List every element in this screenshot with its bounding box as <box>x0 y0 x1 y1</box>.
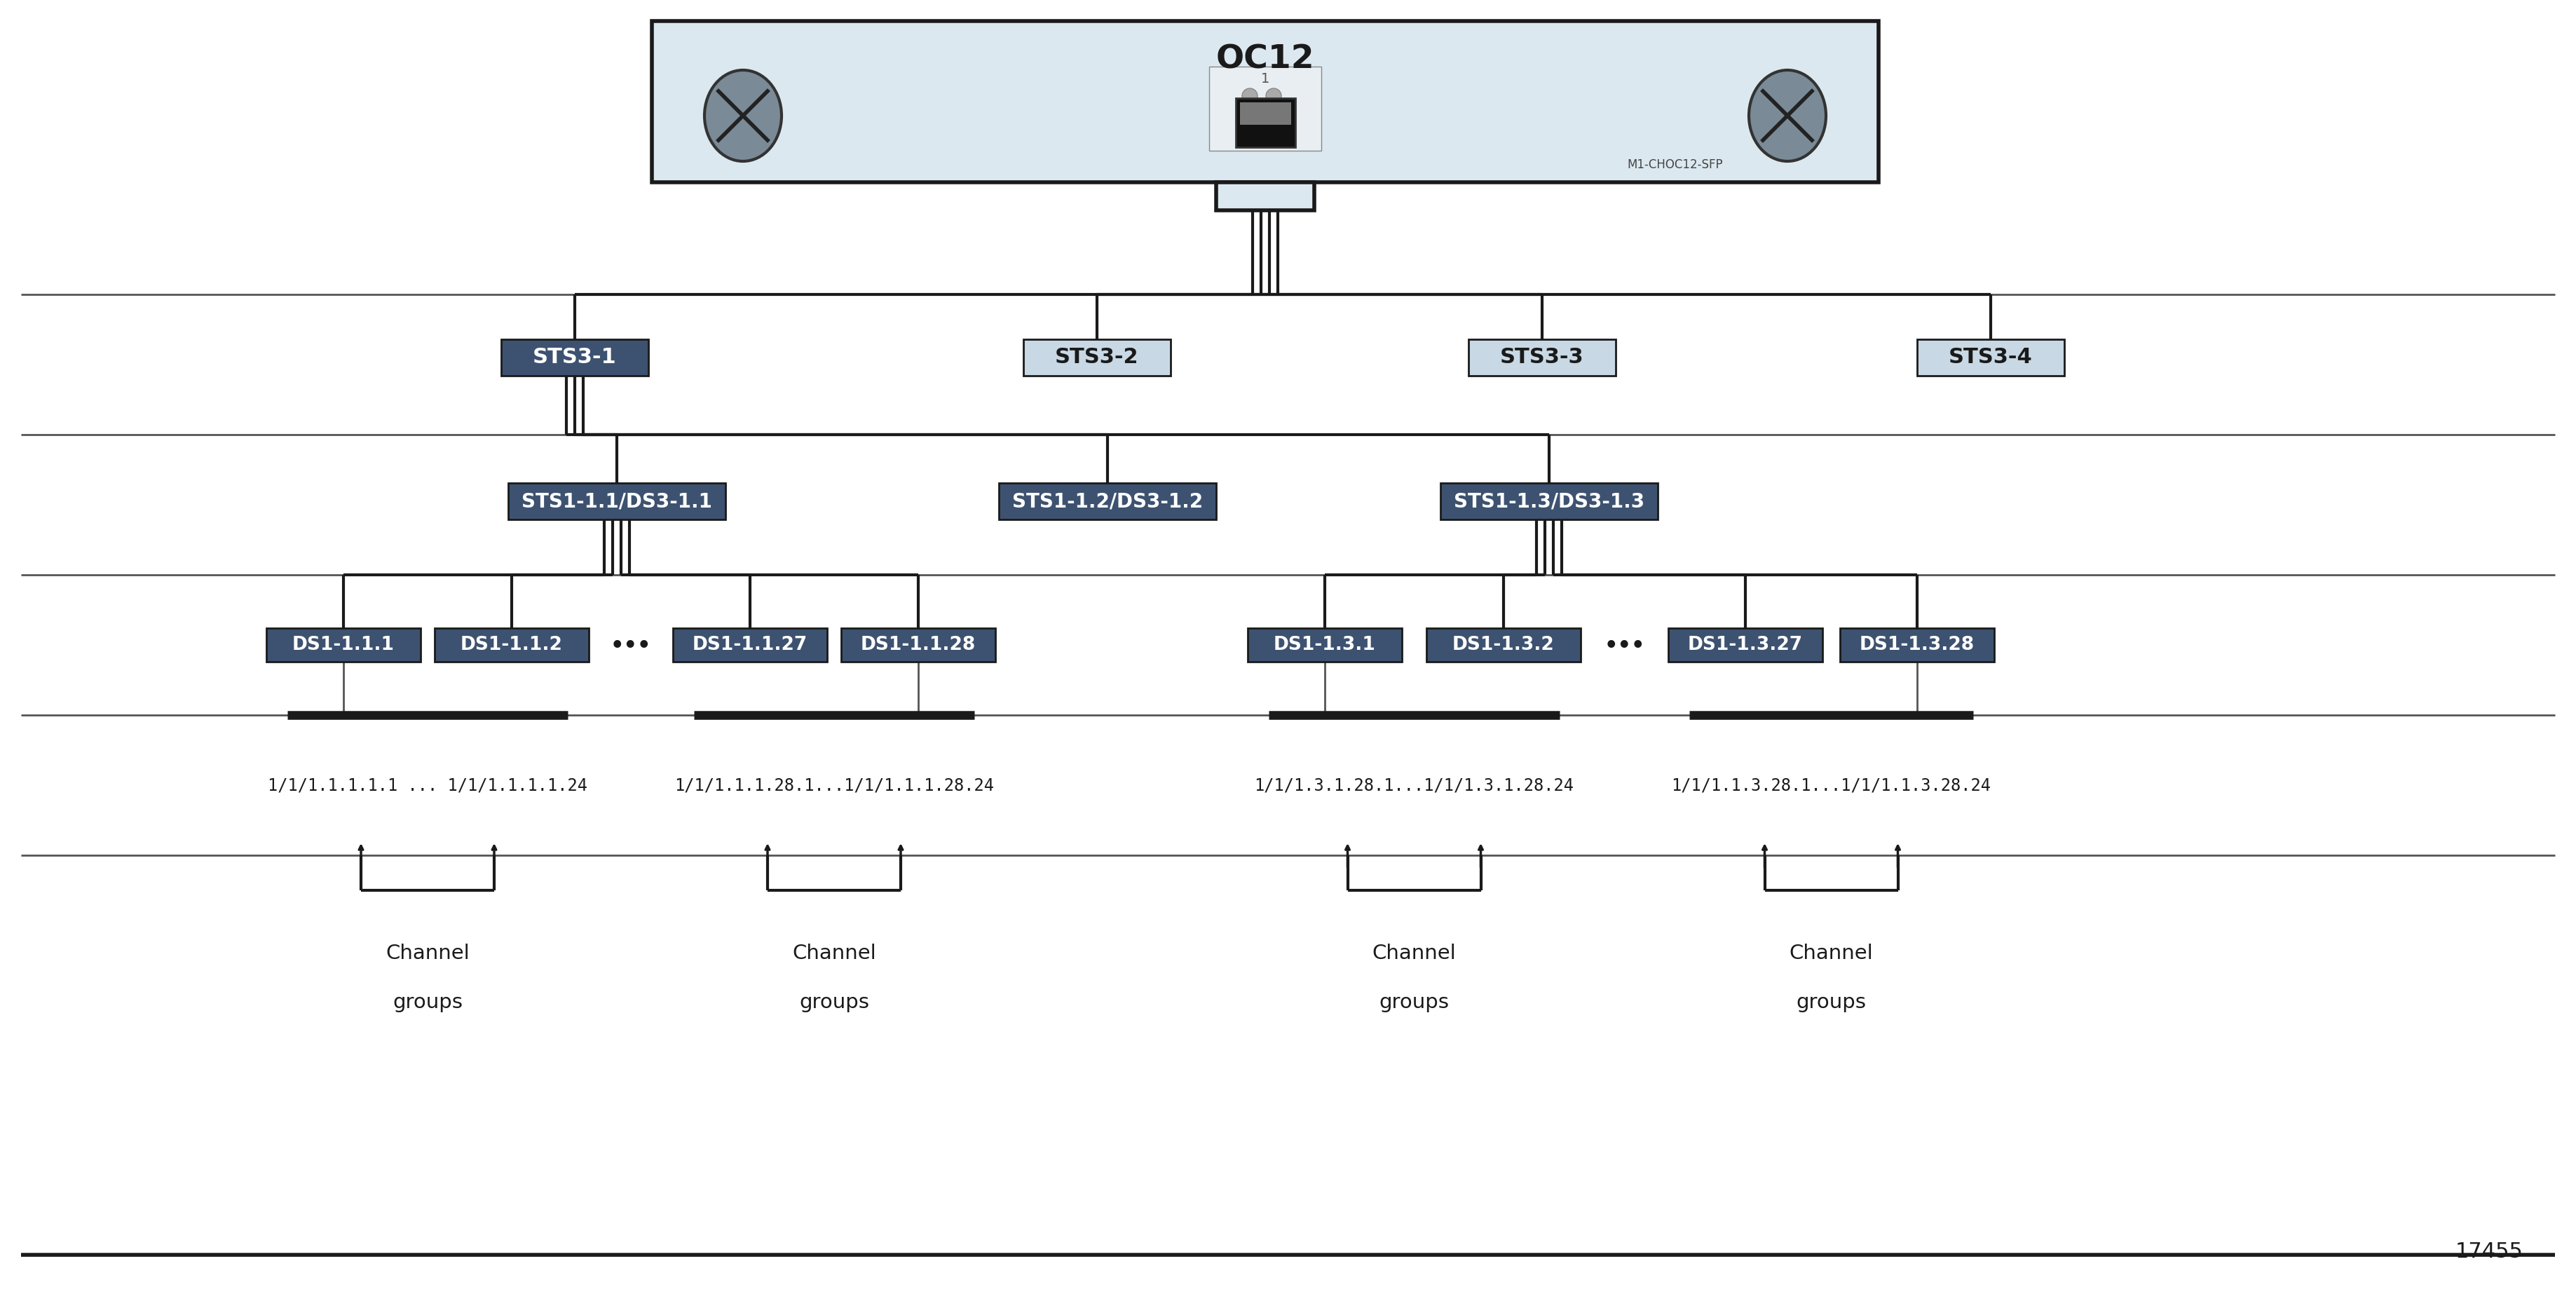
Text: groups: groups <box>799 992 868 1013</box>
FancyBboxPatch shape <box>1216 182 1314 211</box>
FancyBboxPatch shape <box>842 628 994 662</box>
Text: STS3-1: STS3-1 <box>533 348 616 368</box>
Text: Channel: Channel <box>386 943 469 964</box>
Text: STS3-3: STS3-3 <box>1499 348 1584 368</box>
Ellipse shape <box>1265 88 1280 103</box>
FancyBboxPatch shape <box>652 21 1878 182</box>
Text: Channel: Channel <box>793 943 876 964</box>
Text: Channel: Channel <box>1373 943 1455 964</box>
Text: Channel: Channel <box>1790 943 1873 964</box>
Text: STS1-1.3/DS3-1.3: STS1-1.3/DS3-1.3 <box>1453 491 1643 512</box>
Text: groups: groups <box>392 992 464 1013</box>
Text: 17455: 17455 <box>2455 1242 2524 1262</box>
FancyBboxPatch shape <box>502 340 649 376</box>
Text: Link: Link <box>1239 103 1262 116</box>
FancyBboxPatch shape <box>265 628 420 662</box>
FancyBboxPatch shape <box>1208 67 1321 151</box>
FancyBboxPatch shape <box>1468 340 1615 376</box>
Text: 1/1/1.1.1.1.1 ... 1/1/1.1.1.1.24: 1/1/1.1.1.1.1 ... 1/1/1.1.1.1.24 <box>268 776 587 793</box>
FancyBboxPatch shape <box>999 483 1216 519</box>
Text: 1/1/1.1.1.28.1...1/1/1.1.1.28.24: 1/1/1.1.1.28.1...1/1/1.1.1.28.24 <box>675 776 994 793</box>
Text: •••: ••• <box>1605 636 1646 656</box>
Text: groups: groups <box>1378 992 1450 1013</box>
FancyBboxPatch shape <box>1669 628 1821 662</box>
Text: groups: groups <box>1795 992 1865 1013</box>
FancyBboxPatch shape <box>507 483 726 519</box>
Text: DS1-1.3.2: DS1-1.3.2 <box>1453 636 1556 654</box>
FancyBboxPatch shape <box>1023 340 1170 376</box>
Text: M1-CHOC12-SFP: M1-CHOC12-SFP <box>1628 159 1723 171</box>
FancyBboxPatch shape <box>672 628 827 662</box>
FancyBboxPatch shape <box>1239 102 1291 124</box>
Text: •••: ••• <box>611 636 652 656</box>
FancyBboxPatch shape <box>435 628 590 662</box>
Text: DS1-1.3.1: DS1-1.3.1 <box>1273 636 1376 654</box>
Text: 1: 1 <box>1260 72 1270 85</box>
Text: DS1-1.3.27: DS1-1.3.27 <box>1687 636 1803 654</box>
FancyBboxPatch shape <box>1427 628 1582 662</box>
Text: DS1-1.3.28: DS1-1.3.28 <box>1860 636 1976 654</box>
Text: STS1-1.2/DS3-1.2: STS1-1.2/DS3-1.2 <box>1012 491 1203 512</box>
Text: DS1-1.1.28: DS1-1.1.28 <box>860 636 976 654</box>
Text: Act: Act <box>1265 103 1283 116</box>
FancyBboxPatch shape <box>1440 483 1659 519</box>
Text: STS3-4: STS3-4 <box>1947 348 2032 368</box>
Text: OC12: OC12 <box>1216 44 1314 75</box>
FancyBboxPatch shape <box>1839 628 1994 662</box>
Text: 1/1/1.1.3.28.1...1/1/1.1.3.28.24: 1/1/1.1.3.28.1...1/1/1.1.3.28.24 <box>1672 776 1991 793</box>
Text: STS3-2: STS3-2 <box>1056 348 1139 368</box>
FancyBboxPatch shape <box>1917 340 2063 376</box>
Text: 1/1/1.3.1.28.1...1/1/1.3.1.28.24: 1/1/1.3.1.28.1...1/1/1.3.1.28.24 <box>1255 776 1574 793</box>
Text: DS1-1.1.2: DS1-1.1.2 <box>461 636 562 654</box>
Text: STS1-1.1/DS3-1.1: STS1-1.1/DS3-1.1 <box>520 491 711 512</box>
Ellipse shape <box>1749 70 1826 162</box>
Ellipse shape <box>1242 88 1257 103</box>
Text: DS1-1.1.1: DS1-1.1.1 <box>291 636 394 654</box>
FancyBboxPatch shape <box>1236 98 1296 147</box>
Text: DS1-1.1.27: DS1-1.1.27 <box>693 636 809 654</box>
FancyBboxPatch shape <box>1247 628 1401 662</box>
Ellipse shape <box>703 70 781 162</box>
